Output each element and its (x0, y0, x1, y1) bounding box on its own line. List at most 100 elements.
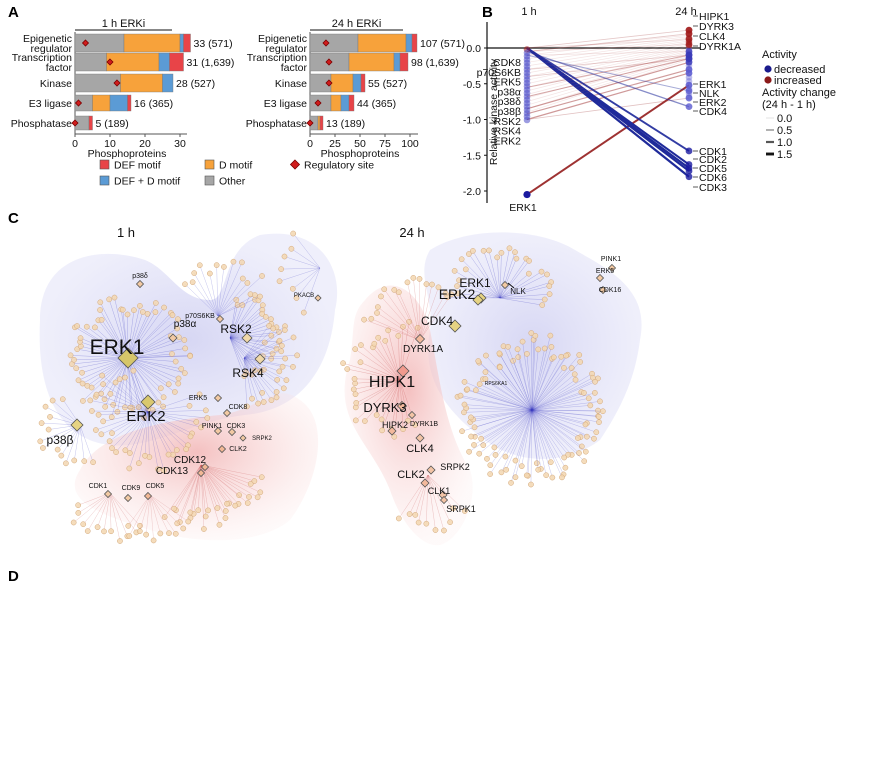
network-node-other (47, 414, 53, 420)
network-edge (243, 357, 277, 398)
right-kinase-label: CDK3 (699, 182, 727, 194)
x-tick-label: 0 (307, 138, 313, 150)
network-edge (119, 378, 149, 413)
kinase-node-p38β (70, 418, 84, 432)
network-node-other (541, 345, 548, 352)
network-node-other (109, 430, 115, 436)
network-node-other (290, 364, 296, 370)
network-node-other (466, 448, 472, 455)
network-node-other (259, 389, 265, 396)
network-node-other (122, 404, 128, 411)
network-node-other (259, 302, 266, 309)
series-line-rsk2 (526, 68, 690, 115)
legend-swatch (204, 175, 215, 186)
network-node-other (400, 426, 406, 433)
network-node-other (546, 283, 553, 289)
network-edge (217, 261, 234, 317)
network-edge (217, 262, 243, 317)
legend-activity-label: decreased (774, 64, 825, 76)
network-edge (200, 464, 226, 512)
x-tick-label: 20 (139, 138, 151, 150)
network-node-other (251, 292, 258, 298)
network-edge (526, 353, 533, 411)
network-edge (399, 379, 409, 421)
network-edge (192, 282, 219, 317)
network-node-other (258, 474, 265, 481)
left-kinase-label: p70S6KB (477, 67, 521, 79)
network-edge (427, 474, 436, 531)
network-node-other (122, 374, 128, 381)
left-kinase-label: ERK2 (494, 135, 522, 147)
network-node-other (457, 392, 464, 399)
network-node-other (113, 449, 119, 455)
network-node-other (406, 511, 413, 517)
network-node-other (508, 479, 514, 486)
network-edge (531, 356, 562, 411)
network-node-other (108, 414, 115, 420)
kinase-node-label: ERK2 (126, 408, 165, 425)
kinase-node-label: ERK2 (439, 286, 476, 302)
network-edge (91, 410, 149, 413)
bar-value-label: 16 (365) (134, 98, 173, 110)
kinase-node-label: CLK2 (397, 469, 425, 481)
network-edge (530, 409, 533, 485)
network-edge (243, 357, 280, 372)
network-edge (229, 323, 272, 339)
network-edge (229, 337, 265, 370)
network-node-other (484, 455, 490, 462)
point-dyrk3 (685, 30, 693, 38)
network-node-other (75, 510, 82, 516)
network-edge (229, 337, 247, 373)
network-edge (531, 409, 603, 412)
network-edge (531, 357, 554, 411)
network-node-other (371, 340, 378, 347)
kinase-node-label: CDK3 (227, 423, 246, 430)
network-node-other (182, 345, 189, 352)
network-edge (413, 277, 421, 341)
network-edge (144, 411, 149, 456)
network-edge (209, 273, 219, 317)
legend-label: DEF motif (114, 160, 161, 172)
network-node-other (273, 389, 280, 395)
bar-segment-d-motif (348, 52, 395, 72)
network-node-other (155, 466, 161, 473)
network-edge (200, 464, 258, 498)
network-edge (243, 340, 280, 359)
bar-segment-def-d-motif (393, 52, 401, 72)
network-edge (229, 337, 279, 343)
network-edge (485, 355, 533, 411)
network-node-other (374, 304, 381, 310)
network-edge (243, 325, 270, 359)
network-edge (531, 405, 591, 411)
network-1h-title: 1 h (117, 225, 135, 240)
network-edge (531, 409, 552, 463)
kinase-node-label: SRPK2 (252, 436, 272, 442)
network-edge (474, 409, 533, 428)
network-edge (115, 382, 149, 413)
point-erk2 (685, 94, 693, 102)
network-node-other (281, 253, 288, 260)
network-node-other (476, 381, 483, 387)
network-edge (109, 411, 149, 442)
network-node-other (106, 438, 113, 445)
right-kinase-label: CDK1 (699, 146, 727, 158)
network-edge (127, 335, 171, 359)
network-node-other (178, 365, 185, 372)
network-node-other (466, 251, 472, 257)
network-node-other (382, 337, 389, 344)
network-edge (127, 357, 164, 398)
bar-segment-def-motif (88, 115, 93, 131)
network-node-other (350, 386, 357, 393)
network-node-other (221, 264, 227, 270)
network-edge (127, 314, 173, 359)
left-kinase-label: CDK8 (493, 57, 521, 69)
network-node-other (181, 337, 188, 343)
category-label: E3 ligase (29, 98, 72, 110)
bar-segment-d-motif (357, 33, 407, 53)
right-kinase-label: NLK (699, 88, 719, 100)
network-node-other (502, 453, 509, 460)
network-node-other (106, 296, 113, 303)
network-edge (531, 349, 539, 411)
network-edge (479, 409, 533, 454)
network-node-other (244, 403, 250, 410)
